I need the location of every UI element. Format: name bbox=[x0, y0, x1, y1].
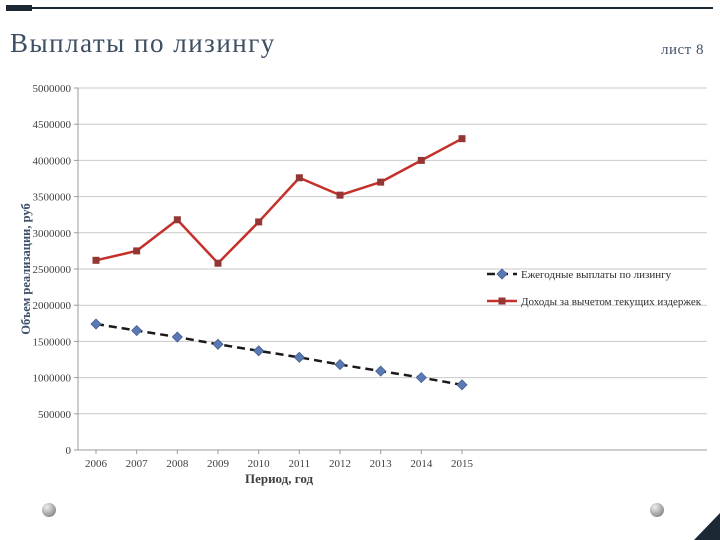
marker-diamond bbox=[334, 359, 346, 371]
x-tick-label: 2014 bbox=[410, 458, 433, 470]
marker-square bbox=[173, 216, 181, 224]
top-border-dash bbox=[6, 5, 32, 11]
x-tick-label: 2009 bbox=[207, 458, 230, 470]
y-tick-label: 4000000 bbox=[33, 155, 72, 167]
x-tick-label: 2012 bbox=[329, 458, 351, 470]
marker-square bbox=[214, 259, 222, 267]
y-tick-label: 0 bbox=[66, 445, 72, 457]
legend-label: Доходы за вычетом текущих издержек bbox=[521, 296, 702, 308]
marker-diamond bbox=[90, 318, 102, 330]
bullet-circle-right bbox=[650, 503, 664, 517]
slide-title: Выплаты по лизингу bbox=[10, 28, 276, 58]
marker-diamond bbox=[415, 372, 427, 384]
y-tick-label: 3500000 bbox=[33, 192, 72, 204]
marker-diamond bbox=[375, 365, 387, 377]
marker-diamond bbox=[131, 324, 143, 337]
marker-square bbox=[255, 218, 263, 226]
marker-square bbox=[336, 191, 344, 199]
legend-label: Ежегодные выплаты по лизингу bbox=[521, 269, 672, 281]
x-tick-label: 2010 bbox=[248, 458, 271, 470]
y-tick-label: 1500000 bbox=[33, 336, 72, 348]
x-tick-label: 2006 bbox=[85, 458, 108, 470]
y-tick-label: 2500000 bbox=[33, 264, 72, 276]
series-line-1 bbox=[95, 137, 463, 265]
x-tick-label: 2013 bbox=[370, 458, 393, 470]
marker-square bbox=[295, 174, 303, 182]
bullet-circle-left bbox=[42, 503, 56, 517]
y-tick-label: 2000000 bbox=[33, 300, 72, 312]
marker-square bbox=[133, 247, 141, 255]
marker-diamond bbox=[253, 345, 265, 357]
marker-square bbox=[377, 178, 385, 186]
marker-square bbox=[498, 297, 506, 305]
y-tick-label: 1000000 bbox=[33, 373, 72, 385]
x-tick-label: 2011 bbox=[289, 458, 311, 470]
marker-diamond bbox=[456, 379, 468, 391]
x-tick-label: 2008 bbox=[166, 458, 189, 470]
page-number: лист 8 bbox=[661, 42, 704, 58]
x-tick-label: 2015 bbox=[451, 458, 474, 470]
y-tick-label: 5000000 bbox=[33, 83, 72, 95]
y-tick-label: 3000000 bbox=[33, 228, 72, 240]
marker-square bbox=[92, 256, 100, 264]
marker-diamond bbox=[171, 331, 183, 343]
y-axis-title: Объем реализации, руб bbox=[19, 203, 33, 334]
top-border-line bbox=[6, 7, 713, 9]
x-axis-title: Период, год bbox=[245, 471, 314, 486]
marker-diamond bbox=[212, 338, 224, 350]
y-tick-label: 500000 bbox=[38, 409, 72, 421]
y-tick-label: 4500000 bbox=[33, 119, 72, 131]
series-line-0 bbox=[95, 322, 463, 387]
marker-square bbox=[458, 135, 466, 143]
x-tick-label: 2007 bbox=[126, 458, 149, 470]
marker-diamond bbox=[293, 351, 305, 363]
marker-square bbox=[417, 156, 425, 164]
corner-accent bbox=[694, 513, 720, 540]
marker-diamond bbox=[496, 268, 508, 280]
